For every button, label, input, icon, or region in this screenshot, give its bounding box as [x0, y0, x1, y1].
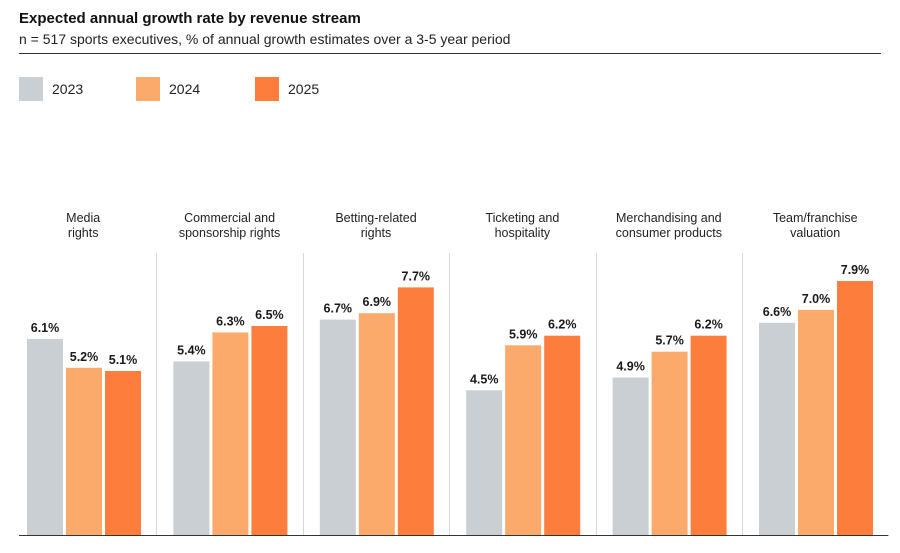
value-label: 5.7%	[655, 334, 684, 348]
bar-2025	[397, 287, 434, 535]
legend-swatch-2025	[255, 77, 279, 101]
value-label: 6.7%	[324, 302, 353, 316]
value-label: 5.4%	[177, 343, 206, 357]
value-label: 6.5%	[255, 308, 284, 322]
bar-2023	[759, 322, 795, 535]
chart-subtitle: n = 517 sports executives, % of annual g…	[19, 31, 511, 47]
bar-2025	[837, 281, 873, 535]
value-label: 6.2%	[694, 318, 723, 332]
bar-2023	[173, 361, 210, 535]
legend-label-2025: 2025	[288, 81, 320, 97]
bar-2025	[105, 371, 141, 535]
category-label: Media rights	[66, 211, 100, 240]
category-label: Commercial and sponsorship rights	[179, 211, 280, 240]
legend-label-2024: 2024	[169, 81, 201, 97]
value-label: 6.2%	[548, 318, 577, 332]
bar-2025	[251, 326, 288, 535]
legend-item-2024: 2024	[136, 77, 200, 101]
value-label: 6.3%	[216, 314, 245, 328]
bar-2024	[505, 345, 542, 535]
bar-2025	[544, 335, 581, 535]
category-label: Betting-related rights	[335, 211, 416, 240]
value-label: 5.2%	[70, 350, 99, 364]
legend-label-2023: 2023	[52, 81, 84, 97]
bar-2024	[651, 351, 688, 535]
value-label: 5.9%	[509, 327, 538, 341]
value-label: 6.6%	[763, 305, 792, 319]
value-label: 5.1%	[109, 353, 138, 367]
value-label: 4.9%	[616, 360, 645, 374]
value-label: 7.9%	[841, 263, 870, 277]
bar-2023	[27, 338, 63, 535]
header-divider	[19, 53, 881, 54]
category-label: Team/franchise valuation	[773, 211, 858, 240]
bar-2024	[66, 367, 102, 535]
bar-2025	[690, 335, 727, 535]
bar-2023	[319, 319, 356, 535]
bar-2023	[466, 390, 503, 535]
category-label: Merchandising and consumer products	[616, 211, 722, 240]
value-label: 4.5%	[470, 372, 499, 386]
legend-item-2025: 2025	[255, 77, 319, 101]
chart-title: Expected annual growth rate by revenue s…	[19, 10, 361, 27]
value-label: 7.0%	[802, 292, 831, 306]
bar-2024	[212, 332, 249, 535]
legend-item-2023: 2023	[19, 77, 83, 101]
value-label: 7.7%	[402, 269, 431, 283]
legend-swatch-2024	[136, 77, 160, 101]
legend-swatch-2023	[19, 77, 43, 101]
category-label: Ticketing and hospitality	[485, 211, 559, 240]
value-label: 6.9%	[363, 295, 392, 309]
value-label: 6.1%	[31, 321, 60, 335]
bar-2023	[612, 377, 649, 535]
bar-2024	[798, 309, 834, 535]
bar-2024	[358, 313, 395, 535]
